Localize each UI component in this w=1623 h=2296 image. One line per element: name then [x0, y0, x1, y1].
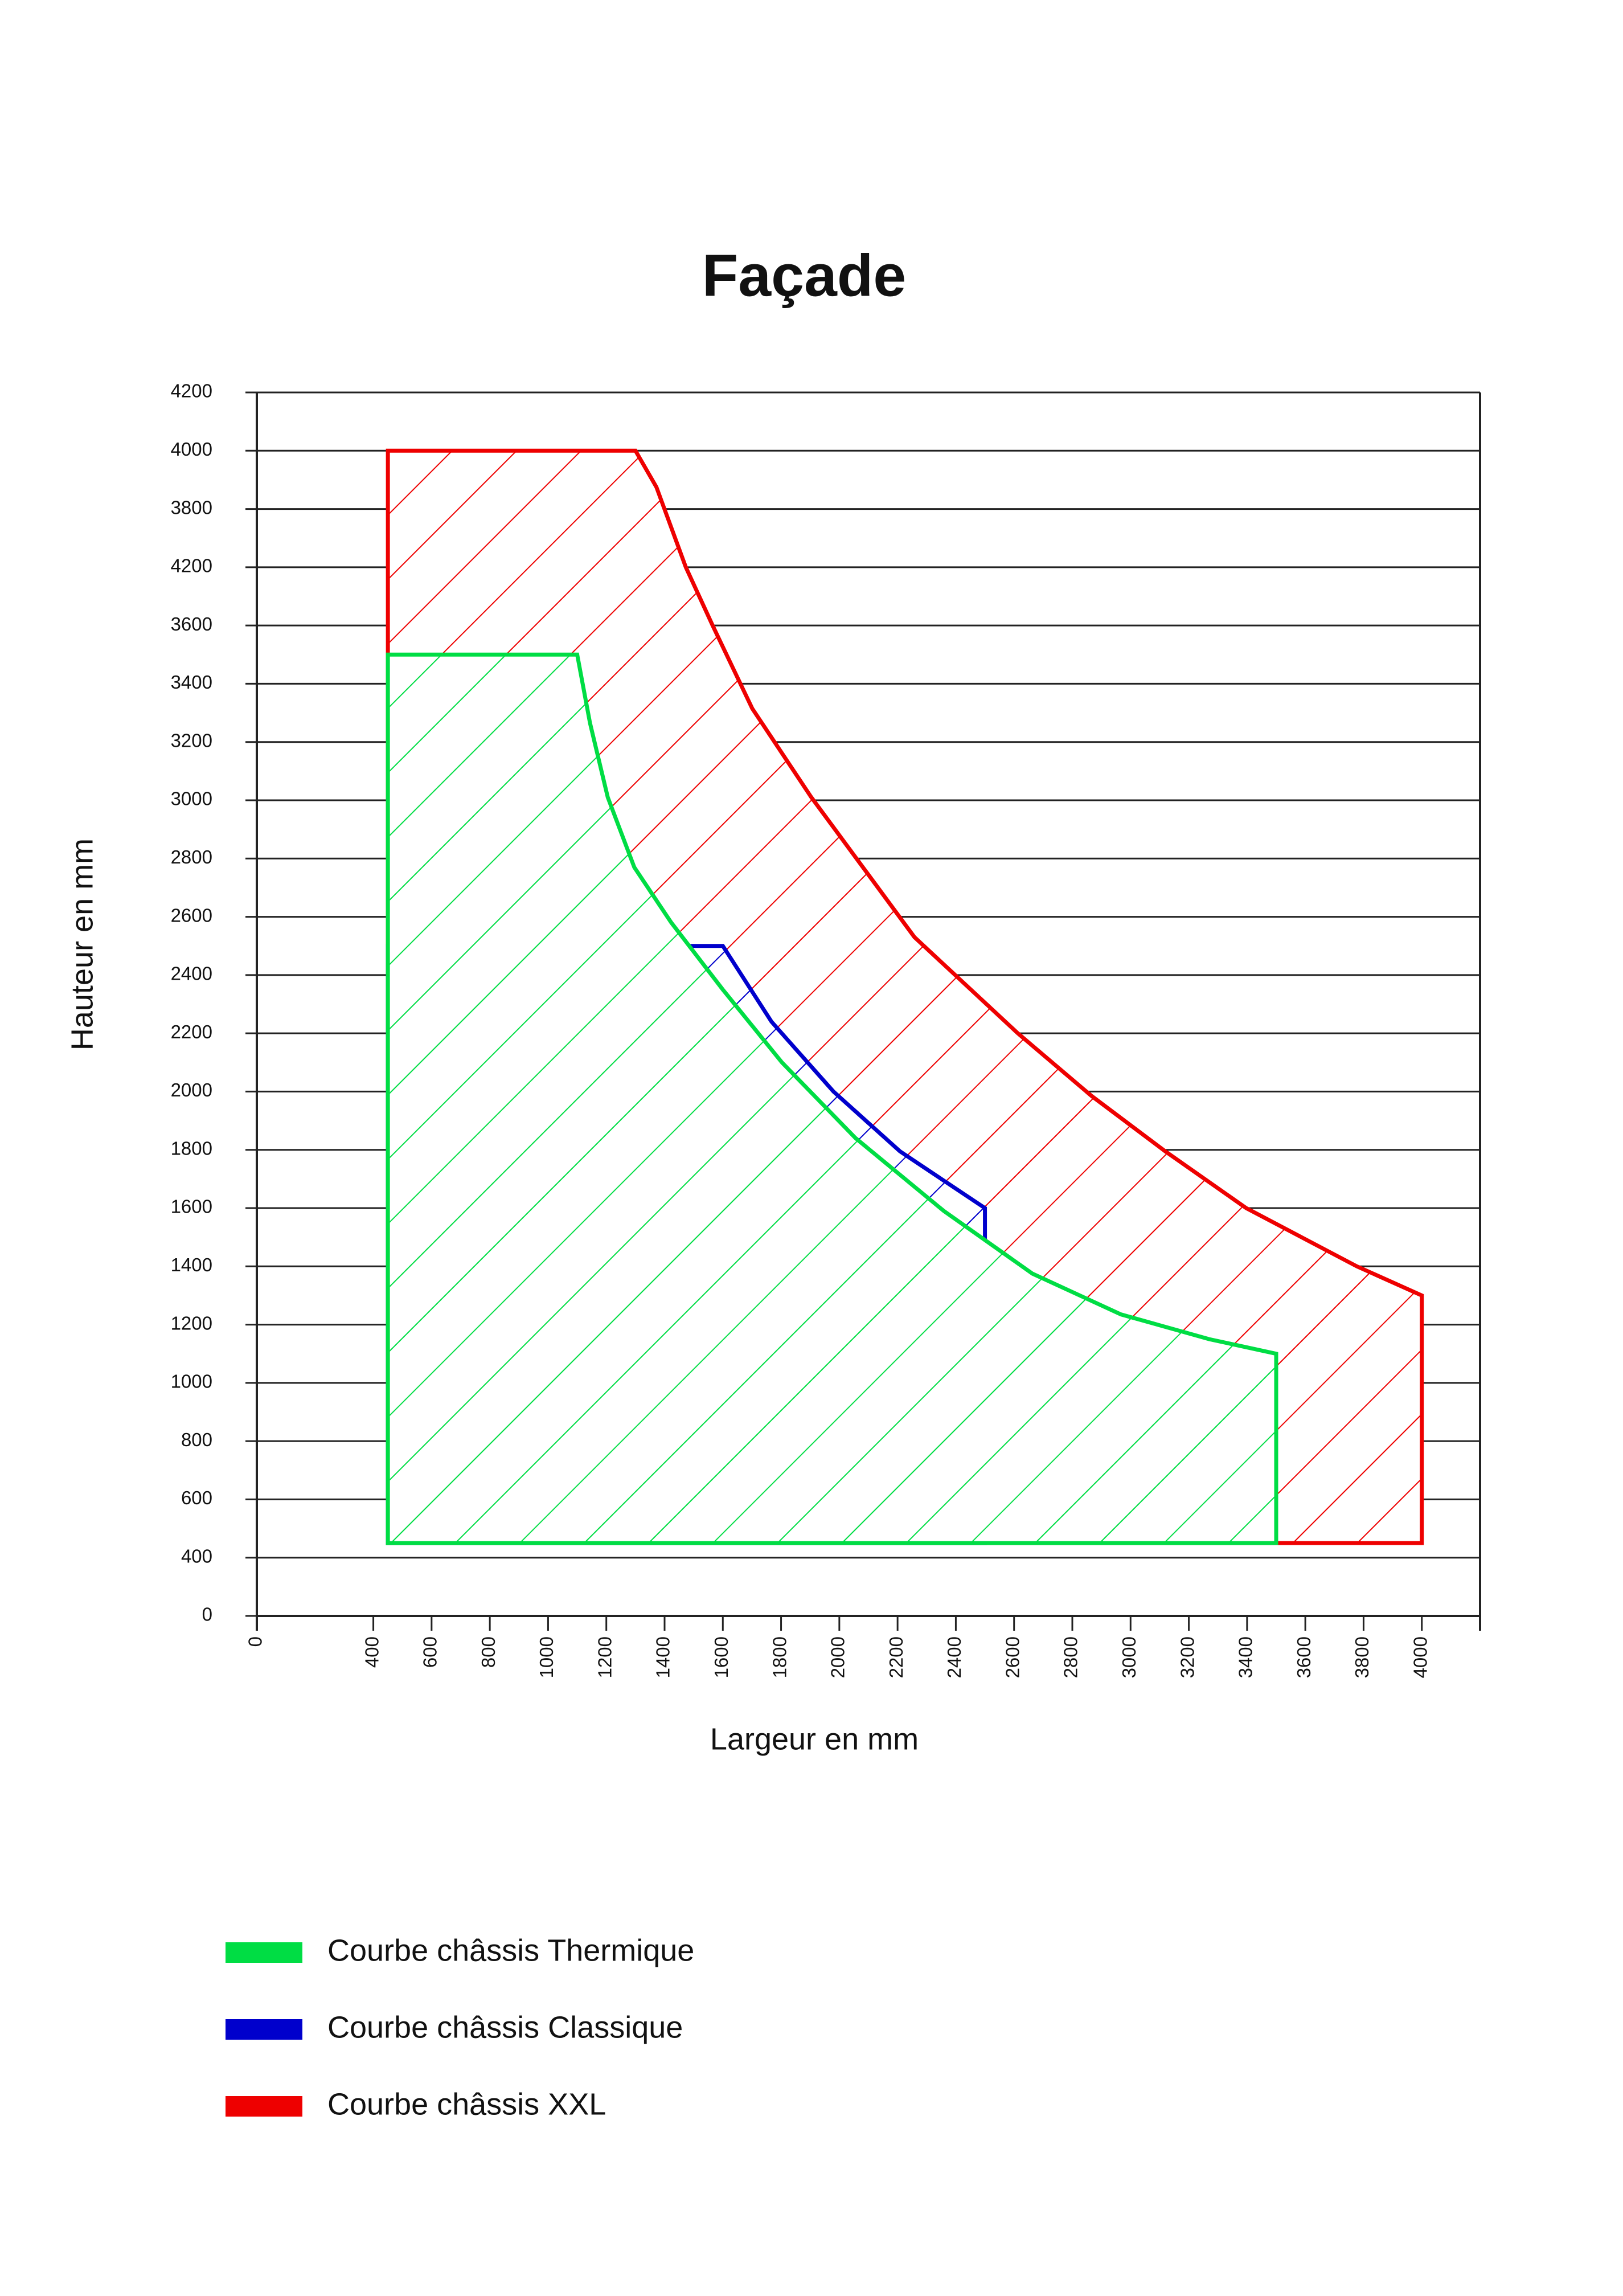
y-tick-label: 3600 [171, 613, 212, 635]
y-tick-label: 2400 [171, 963, 212, 984]
y-tick-label: 4200 [171, 555, 212, 576]
y-tick-label: 3800 [171, 497, 212, 518]
y-axis-title: Hauteur en mm [65, 838, 99, 1050]
y-tick-label: 0 [202, 1604, 212, 1625]
y-tick-label: 2600 [171, 905, 212, 926]
y-tick-label: 4000 [171, 439, 212, 460]
x-tick-label: 400 [361, 1636, 382, 1668]
y-tick-label: 3400 [171, 672, 212, 693]
y-tick-label: 400 [181, 1545, 212, 1566]
y-tick-label: 2200 [171, 1021, 212, 1042]
legend-label: Courbe châssis Classique [327, 2010, 683, 2044]
hatch [388, 654, 1277, 1544]
area-outline [386, 652, 1278, 1545]
legend-swatch [226, 2019, 302, 2040]
y-tick-label: 4200 [171, 380, 212, 402]
x-tick-label: 600 [420, 1636, 441, 1668]
y-tick-label: 1800 [171, 1137, 212, 1159]
legend-label: Courbe châssis Thermique [327, 1933, 694, 1967]
y-tick-label: 600 [181, 1487, 212, 1508]
legend-swatch [226, 2096, 302, 2117]
x-tick-label: 2000 [827, 1636, 849, 1678]
x-tick-label: 0 [245, 1636, 266, 1647]
x-tick-label: 2600 [1002, 1636, 1023, 1678]
x-tick-label: 800 [478, 1636, 499, 1668]
legend-swatch [226, 1942, 302, 1963]
x-tick-label: 2400 [944, 1636, 965, 1678]
x-tick-label: 1000 [536, 1636, 557, 1678]
x-tick-label: 1400 [653, 1636, 674, 1678]
x-tick-label: 3000 [1118, 1636, 1140, 1678]
y-tick-label: 1200 [171, 1312, 212, 1333]
y-tick-label: 1400 [171, 1254, 212, 1275]
y-tick-label: 2000 [171, 1079, 212, 1100]
x-tick-label: 4000 [1409, 1636, 1431, 1678]
x-tick-label: 1200 [594, 1636, 615, 1678]
x-tick-label: 3200 [1177, 1636, 1198, 1678]
y-tick-label: 3000 [171, 788, 212, 809]
y-tick-label: 800 [181, 1429, 212, 1450]
area-outline [386, 448, 1424, 1545]
x-tick-label: 2800 [1060, 1636, 1081, 1678]
x-tick-label: 3400 [1235, 1636, 1256, 1678]
x-tick-label: 1800 [769, 1636, 790, 1678]
legend-label: Courbe châssis XXL [327, 2087, 606, 2121]
chart-title: Façade [702, 243, 906, 309]
y-tick-label: 2800 [171, 846, 212, 867]
x-axis-title: Largeur en mm [710, 1722, 919, 1756]
y-tick-label: 1000 [171, 1371, 212, 1392]
x-tick-label: 3600 [1293, 1636, 1314, 1678]
y-tick-label: 3200 [171, 730, 212, 751]
x-tick-label: 3800 [1351, 1636, 1372, 1678]
y-tick-label: 1600 [171, 1196, 212, 1217]
x-tick-label: 1600 [711, 1636, 732, 1678]
x-tick-label: 2200 [886, 1636, 907, 1678]
